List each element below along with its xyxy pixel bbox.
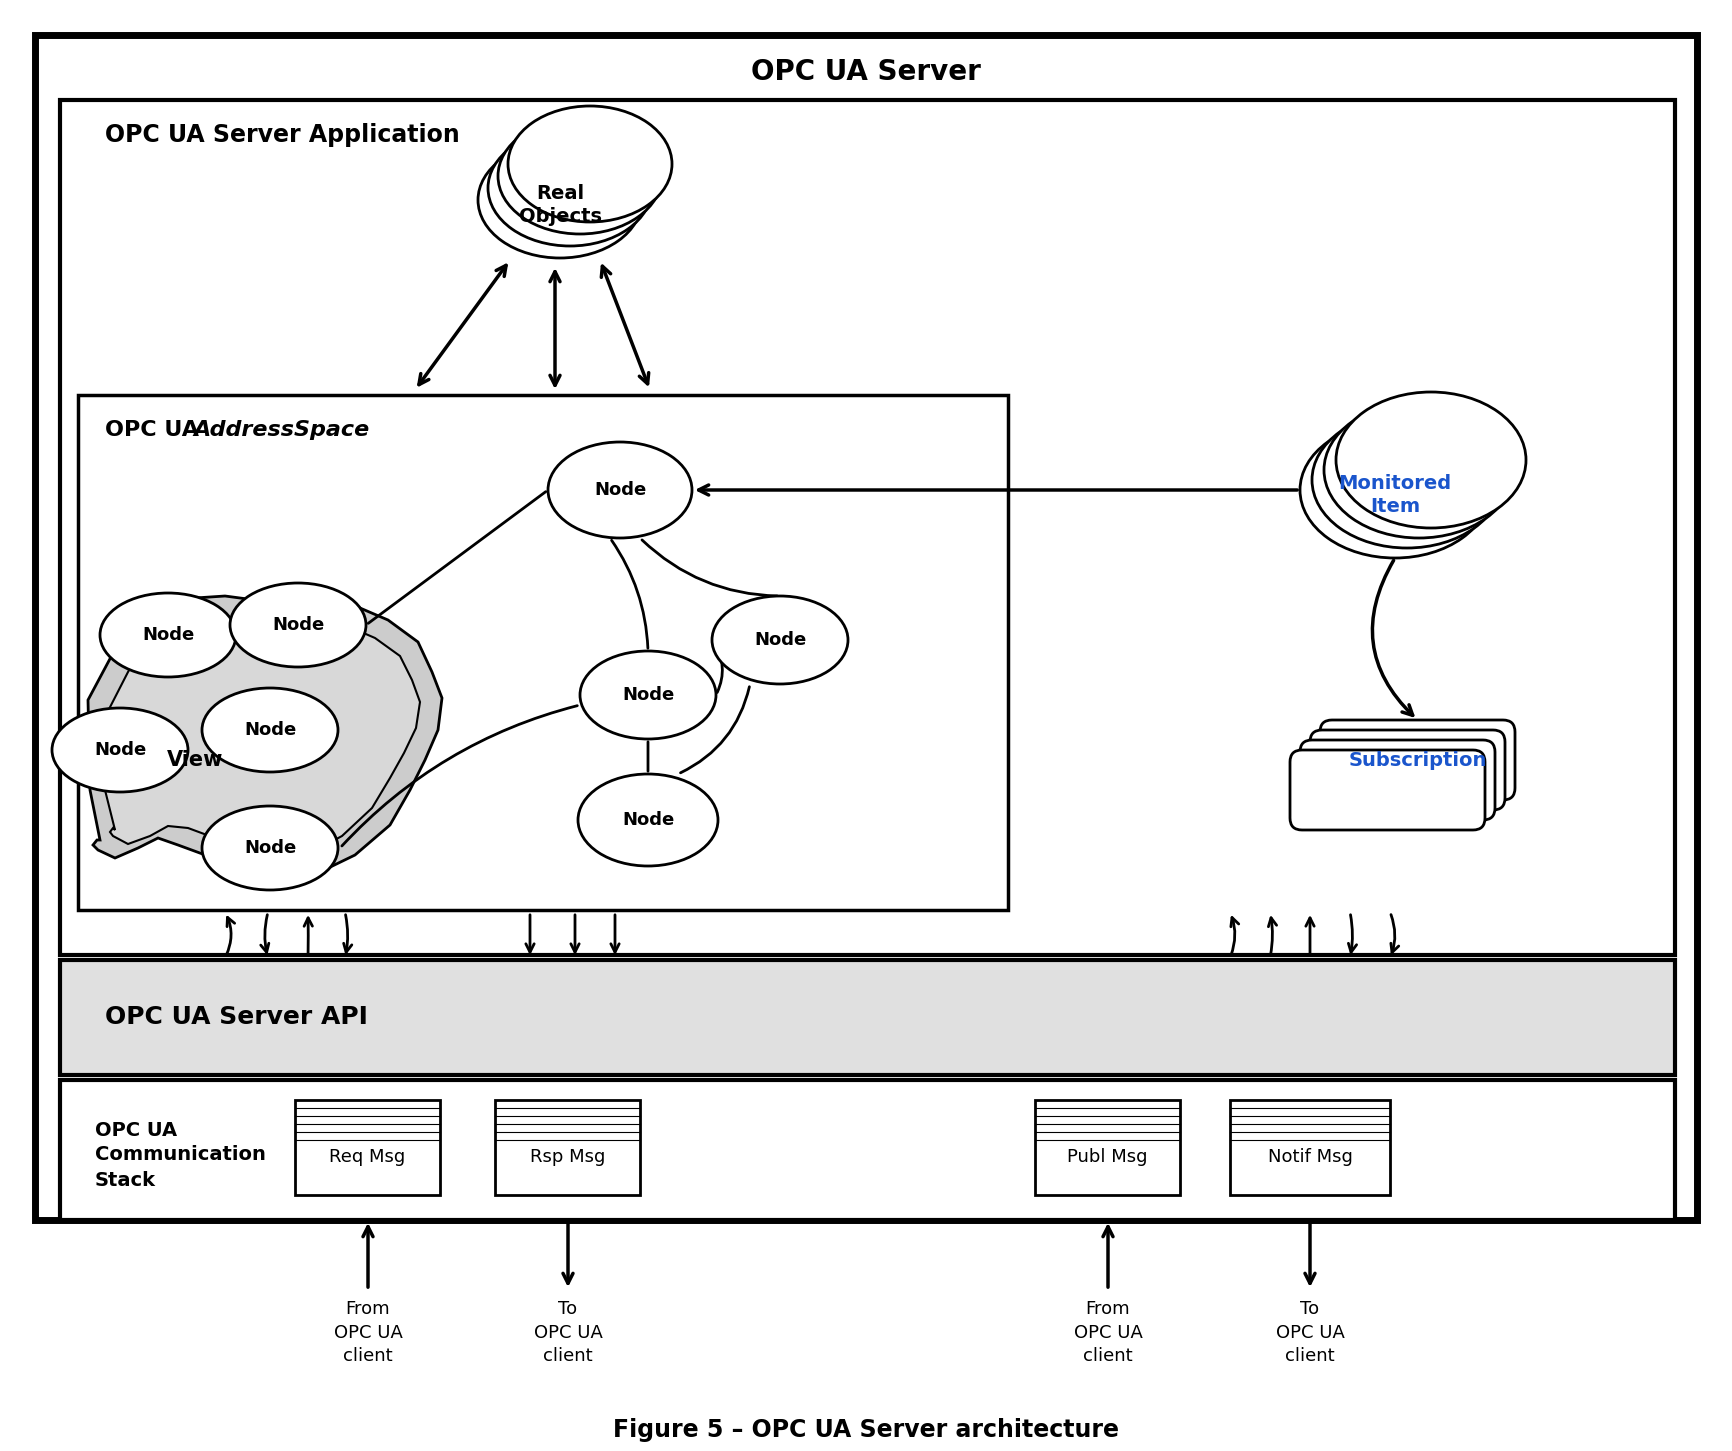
Text: Rsp Msg: Rsp Msg bbox=[530, 1149, 604, 1167]
FancyBboxPatch shape bbox=[1301, 740, 1495, 820]
Ellipse shape bbox=[203, 688, 338, 772]
Text: AddressSpace: AddressSpace bbox=[192, 419, 369, 440]
Ellipse shape bbox=[52, 708, 189, 792]
Ellipse shape bbox=[1313, 412, 1502, 548]
Bar bbox=[61, 961, 1675, 1075]
Text: To
OPC UA
client: To OPC UA client bbox=[533, 1300, 603, 1365]
Ellipse shape bbox=[488, 131, 651, 247]
Bar bbox=[78, 395, 1008, 910]
Bar bbox=[35, 35, 1697, 1220]
Text: Subscription: Subscription bbox=[1347, 750, 1486, 769]
Text: Node: Node bbox=[244, 839, 296, 858]
Text: OPC UA
Communication
Stack: OPC UA Communication Stack bbox=[95, 1120, 267, 1190]
Ellipse shape bbox=[507, 106, 672, 222]
Text: Node: Node bbox=[272, 617, 324, 634]
Text: Real
Objects: Real Objects bbox=[518, 184, 601, 226]
Text: Publ Msg: Publ Msg bbox=[1067, 1149, 1148, 1167]
Bar bbox=[61, 100, 1675, 955]
Bar bbox=[495, 1100, 641, 1196]
Ellipse shape bbox=[100, 593, 236, 678]
Ellipse shape bbox=[1323, 402, 1514, 538]
Ellipse shape bbox=[1335, 392, 1526, 528]
Text: Notif Msg: Notif Msg bbox=[1268, 1149, 1353, 1167]
Bar bbox=[1036, 1100, 1179, 1196]
Ellipse shape bbox=[712, 596, 849, 683]
Ellipse shape bbox=[580, 651, 715, 739]
Ellipse shape bbox=[478, 142, 643, 258]
FancyBboxPatch shape bbox=[1320, 720, 1516, 800]
Ellipse shape bbox=[1301, 422, 1490, 559]
Ellipse shape bbox=[547, 443, 693, 538]
Text: From
OPC UA
client: From OPC UA client bbox=[334, 1300, 402, 1365]
Text: From
OPC UA
client: From OPC UA client bbox=[1074, 1300, 1143, 1365]
Bar bbox=[294, 1100, 440, 1196]
Text: Node: Node bbox=[622, 686, 674, 704]
Text: Node: Node bbox=[753, 631, 805, 649]
Bar bbox=[1230, 1100, 1391, 1196]
Text: Figure 5 – OPC UA Server architecture: Figure 5 – OPC UA Server architecture bbox=[613, 1418, 1119, 1442]
Text: OPC UA: OPC UA bbox=[106, 419, 206, 440]
Text: OPC UA Server: OPC UA Server bbox=[752, 58, 980, 86]
PathPatch shape bbox=[106, 617, 419, 858]
Ellipse shape bbox=[203, 805, 338, 889]
PathPatch shape bbox=[88, 595, 442, 878]
Text: OPC UA Server Application: OPC UA Server Application bbox=[106, 123, 459, 147]
Text: Node: Node bbox=[142, 625, 194, 644]
Text: Node: Node bbox=[94, 741, 145, 759]
Text: Node: Node bbox=[594, 480, 646, 499]
Text: Node: Node bbox=[622, 811, 674, 829]
FancyBboxPatch shape bbox=[1309, 730, 1505, 810]
Text: View: View bbox=[166, 750, 223, 770]
Text: Monitored
Item: Monitored Item bbox=[1339, 473, 1451, 517]
Text: Req Msg: Req Msg bbox=[329, 1149, 405, 1167]
Ellipse shape bbox=[230, 583, 365, 667]
Ellipse shape bbox=[578, 773, 719, 866]
Text: To
OPC UA
client: To OPC UA client bbox=[1275, 1300, 1344, 1365]
Ellipse shape bbox=[499, 118, 662, 234]
Text: OPC UA Server API: OPC UA Server API bbox=[106, 1006, 367, 1029]
Text: Node: Node bbox=[244, 721, 296, 739]
Bar bbox=[61, 1080, 1675, 1220]
FancyBboxPatch shape bbox=[1290, 750, 1484, 830]
